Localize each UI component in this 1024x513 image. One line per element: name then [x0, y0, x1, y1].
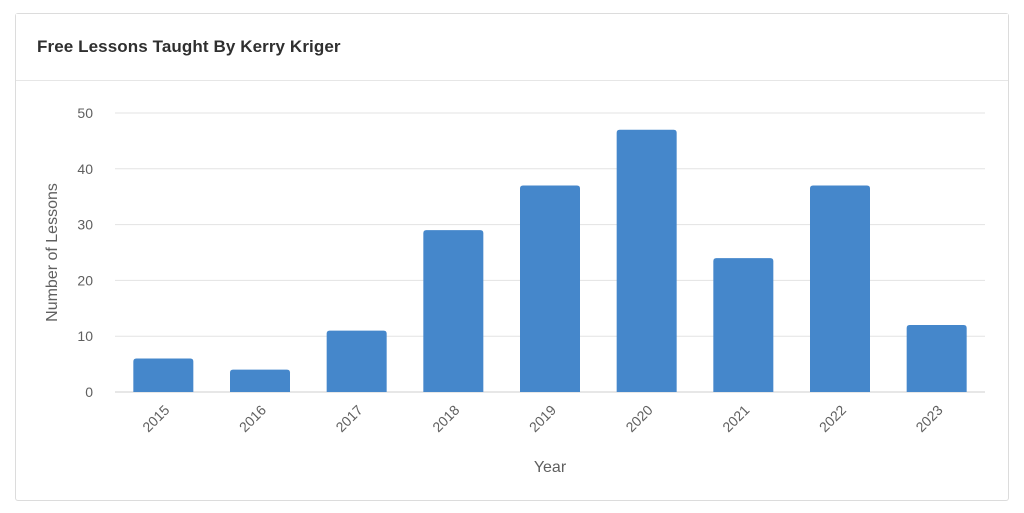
y-axis-title: Number of Lessons: [44, 183, 61, 322]
y-tick-label: 10: [77, 328, 93, 344]
x-axis-title: Year: [534, 459, 567, 476]
bar-2023: [906, 325, 967, 392]
x-tick-labels: 2015 2016 2017 2018 2019 2020 2021 2022 2023: [139, 402, 946, 435]
bar-2020: [616, 129, 677, 393]
x-tick-label: 2020: [622, 402, 655, 435]
y-tick-label: 40: [77, 161, 93, 177]
bar-2018: [423, 230, 484, 392]
x-tick-label: 2019: [526, 402, 559, 435]
y-tick-label: 50: [77, 105, 93, 121]
x-tick-label: 2021: [719, 402, 752, 435]
bar-2015: [133, 358, 194, 392]
card-header: Free Lessons Taught By Kerry Kriger: [16, 14, 1008, 81]
x-tick-label: 2023: [912, 402, 945, 435]
x-tick-label: 2022: [816, 402, 849, 435]
y-tick-label: 20: [77, 272, 93, 288]
y-tick-labels: 0 10 20 30 40 50: [77, 105, 93, 400]
x-tick-label: 2017: [332, 402, 365, 435]
bar-2016: [230, 369, 290, 392]
bar-2022: [810, 185, 870, 392]
x-tick-label: 2018: [429, 402, 462, 435]
chart-title: Free Lessons Taught By Kerry Kriger: [37, 37, 341, 56]
bar-2019: [520, 185, 580, 392]
bar-2017: [326, 330, 387, 392]
y-tick-label: 30: [77, 217, 93, 233]
bar-2021: [713, 258, 774, 392]
x-tick-label: 2016: [236, 402, 269, 435]
x-tick-label: 2015: [139, 402, 172, 435]
bars: [133, 129, 967, 393]
y-tick-label: 0: [85, 384, 93, 400]
